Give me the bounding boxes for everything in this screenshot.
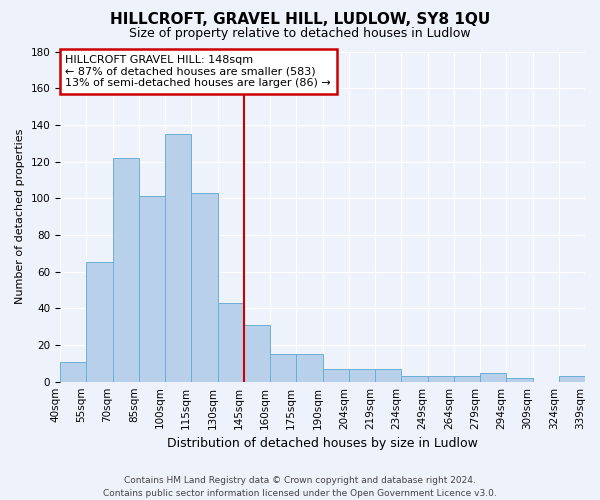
Bar xyxy=(428,376,454,382)
Bar xyxy=(349,369,375,382)
Bar xyxy=(165,134,191,382)
Bar xyxy=(244,325,270,382)
Text: Contains HM Land Registry data © Crown copyright and database right 2024.
Contai: Contains HM Land Registry data © Crown c… xyxy=(103,476,497,498)
Text: HILLCROFT GRAVEL HILL: 148sqm
← 87% of detached houses are smaller (583)
13% of : HILLCROFT GRAVEL HILL: 148sqm ← 87% of d… xyxy=(65,55,331,88)
Text: HILLCROFT, GRAVEL HILL, LUDLOW, SY8 1QU: HILLCROFT, GRAVEL HILL, LUDLOW, SY8 1QU xyxy=(110,12,490,28)
Bar xyxy=(296,354,323,382)
Bar xyxy=(191,192,218,382)
X-axis label: Distribution of detached houses by size in Ludlow: Distribution of detached houses by size … xyxy=(167,437,478,450)
Bar xyxy=(60,362,86,382)
Text: Size of property relative to detached houses in Ludlow: Size of property relative to detached ho… xyxy=(129,28,471,40)
Bar xyxy=(480,372,506,382)
Bar xyxy=(323,369,349,382)
Bar xyxy=(270,354,296,382)
Bar xyxy=(506,378,533,382)
Bar xyxy=(139,196,165,382)
Y-axis label: Number of detached properties: Number of detached properties xyxy=(15,129,25,304)
Bar xyxy=(86,262,113,382)
Bar xyxy=(454,376,480,382)
Bar xyxy=(218,303,244,382)
Bar xyxy=(375,369,401,382)
Bar xyxy=(559,376,585,382)
Bar xyxy=(401,376,428,382)
Bar xyxy=(113,158,139,382)
